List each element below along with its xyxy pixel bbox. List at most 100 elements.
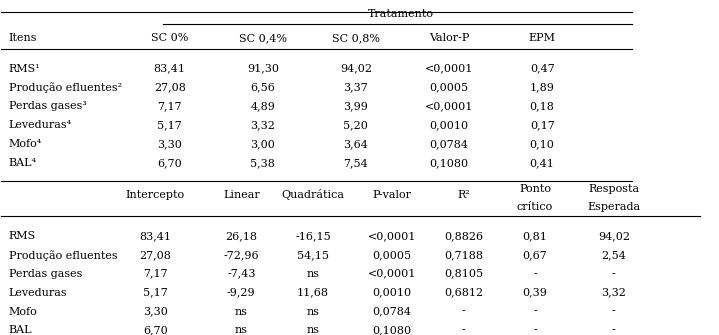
Text: 6,56: 6,56 [250, 82, 275, 92]
Text: ns: ns [306, 307, 319, 317]
Text: 5,17: 5,17 [157, 120, 182, 130]
Text: 0,1080: 0,1080 [372, 325, 411, 335]
Text: Leveduras⁴: Leveduras⁴ [9, 120, 72, 130]
Text: 0,39: 0,39 [523, 288, 547, 297]
Text: BAL⁴: BAL⁴ [9, 158, 37, 168]
Text: RMS: RMS [9, 231, 36, 241]
Text: RMS¹: RMS¹ [9, 64, 40, 73]
Text: 91,30: 91,30 [247, 64, 279, 73]
Text: Tratamento: Tratamento [367, 9, 434, 19]
Text: -: - [612, 269, 615, 279]
Text: Perdas gases: Perdas gases [9, 269, 82, 279]
Text: crítico: crítico [517, 202, 553, 212]
Text: Resposta: Resposta [588, 184, 639, 194]
Text: -: - [533, 325, 537, 335]
Text: 27,08: 27,08 [139, 250, 171, 260]
Text: -: - [533, 269, 537, 279]
Text: Valor-P: Valor-P [429, 34, 470, 43]
Text: 3,64: 3,64 [344, 139, 368, 149]
Text: 6,70: 6,70 [143, 325, 168, 335]
Text: Produção efluentes: Produção efluentes [9, 250, 117, 261]
Text: 83,41: 83,41 [154, 64, 186, 73]
Text: 0,67: 0,67 [523, 250, 547, 260]
Text: 0,0784: 0,0784 [372, 307, 411, 317]
Text: 0,0005: 0,0005 [372, 250, 411, 260]
Text: BAL: BAL [9, 325, 32, 335]
Text: <0,0001: <0,0001 [425, 64, 473, 73]
Text: -9,29: -9,29 [227, 288, 256, 297]
Text: 5,20: 5,20 [344, 120, 368, 130]
Text: -: - [612, 307, 615, 317]
Text: Linear: Linear [223, 190, 260, 200]
Text: 0,81: 0,81 [523, 231, 547, 241]
Text: 0,8826: 0,8826 [444, 231, 483, 241]
Text: 0,0005: 0,0005 [429, 82, 469, 92]
Text: EPM: EPM [528, 34, 556, 43]
Text: 7,17: 7,17 [143, 269, 168, 279]
Text: 0,18: 0,18 [530, 101, 554, 111]
Text: 27,08: 27,08 [154, 82, 186, 92]
Text: Ponto: Ponto [519, 184, 551, 194]
Text: Mofo: Mofo [9, 307, 37, 317]
Text: Intercepto: Intercepto [126, 190, 185, 200]
Text: <0,0001: <0,0001 [367, 231, 416, 241]
Text: 3,32: 3,32 [250, 120, 275, 130]
Text: Quadrática: Quadrática [281, 189, 344, 200]
Text: 0,41: 0,41 [530, 158, 554, 168]
Text: 1,89: 1,89 [530, 82, 554, 92]
Text: 26,18: 26,18 [225, 231, 257, 241]
Text: ns: ns [306, 269, 319, 279]
Text: 7,17: 7,17 [157, 101, 182, 111]
Text: 0,6812: 0,6812 [444, 288, 483, 297]
Text: Itens: Itens [9, 34, 37, 43]
Text: Leveduras: Leveduras [9, 288, 67, 297]
Text: 3,30: 3,30 [143, 307, 168, 317]
Text: SC 0,4%: SC 0,4% [239, 34, 287, 43]
Text: 0,47: 0,47 [530, 64, 554, 73]
Text: 3,00: 3,00 [250, 139, 275, 149]
Text: Esperada: Esperada [587, 202, 641, 212]
Text: ns: ns [306, 325, 319, 335]
Text: 6,70: 6,70 [157, 158, 182, 168]
Text: -: - [533, 307, 537, 317]
Text: ns: ns [235, 307, 248, 317]
Text: 5,38: 5,38 [250, 158, 275, 168]
Text: SC 0%: SC 0% [151, 34, 188, 43]
Text: 3,30: 3,30 [157, 139, 182, 149]
Text: Perdas gases³: Perdas gases³ [9, 101, 86, 111]
Text: P-valor: P-valor [372, 190, 411, 200]
Text: 94,02: 94,02 [597, 231, 630, 241]
Text: 0,1080: 0,1080 [429, 158, 469, 168]
Text: 0,17: 0,17 [530, 120, 554, 130]
Text: 0,0010: 0,0010 [372, 288, 411, 297]
Text: 0,7188: 0,7188 [444, 250, 483, 260]
Text: 4,89: 4,89 [250, 101, 275, 111]
Text: -: - [462, 307, 465, 317]
Text: 0,0784: 0,0784 [429, 139, 469, 149]
Text: 3,99: 3,99 [344, 101, 368, 111]
Text: 94,02: 94,02 [340, 64, 372, 73]
Text: 0,10: 0,10 [530, 139, 554, 149]
Text: -: - [612, 325, 615, 335]
Text: -7,43: -7,43 [227, 269, 255, 279]
Text: -16,15: -16,15 [295, 231, 331, 241]
Text: ns: ns [235, 325, 248, 335]
Text: 0,0010: 0,0010 [429, 120, 469, 130]
Text: -72,96: -72,96 [224, 250, 259, 260]
Text: 83,41: 83,41 [139, 231, 171, 241]
Text: -: - [462, 325, 465, 335]
Text: 54,15: 54,15 [297, 250, 329, 260]
Text: SC 0,8%: SC 0,8% [332, 34, 380, 43]
Text: 3,32: 3,32 [601, 288, 626, 297]
Text: <0,0001: <0,0001 [367, 269, 416, 279]
Text: <0,0001: <0,0001 [425, 101, 473, 111]
Text: 7,54: 7,54 [344, 158, 368, 168]
Text: R²: R² [457, 190, 470, 200]
Text: Produção efluentes²: Produção efluentes² [9, 82, 122, 93]
Text: 2,54: 2,54 [601, 250, 626, 260]
Text: Mofo⁴: Mofo⁴ [9, 139, 42, 149]
Text: 0,8105: 0,8105 [444, 269, 483, 279]
Text: 3,37: 3,37 [344, 82, 368, 92]
Text: 11,68: 11,68 [297, 288, 329, 297]
Text: 5,17: 5,17 [143, 288, 168, 297]
